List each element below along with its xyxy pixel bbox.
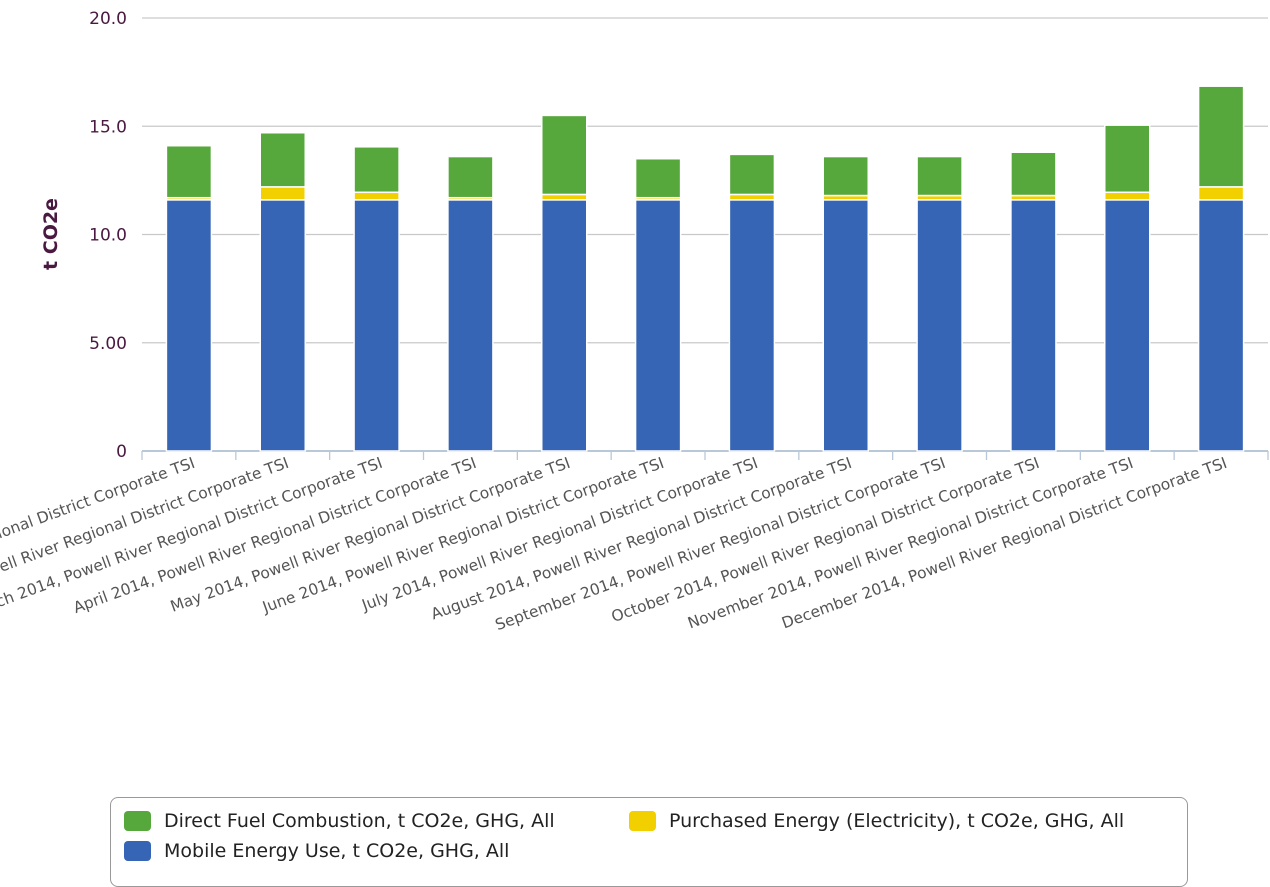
bar-segment[interactable]	[166, 146, 211, 198]
bar-segment[interactable]	[448, 157, 493, 198]
bar-segment[interactable]	[729, 200, 774, 451]
legend-item-purchased-energy[interactable]: Purchased Energy (Electricity), t CO2e, …	[629, 810, 1124, 832]
legend-label-purchased-energy: Purchased Energy (Electricity), t CO2e, …	[669, 810, 1124, 832]
legend-label-direct-fuel: Direct Fuel Combustion, t CO2e, GHG, All	[164, 810, 555, 832]
bar-segment[interactable]	[636, 159, 681, 198]
bar-segment[interactable]	[1105, 192, 1150, 200]
bar-segment[interactable]	[166, 200, 211, 451]
bar-segment[interactable]	[1011, 152, 1056, 195]
y-tick-label: 20.0	[89, 9, 127, 29]
bar-segment[interactable]	[260, 187, 305, 200]
bar-segment[interactable]	[354, 200, 399, 451]
bar-segment[interactable]	[729, 194, 774, 199]
bar-segment[interactable]	[354, 147, 399, 192]
legend-swatch-direct-fuel	[124, 811, 151, 831]
y-axis-label: t CO2e	[40, 198, 62, 270]
y-tick-label: 15.0	[89, 117, 127, 137]
bar-segment[interactable]	[260, 200, 305, 451]
bar-segment[interactable]	[542, 115, 587, 194]
legend-item-direct-fuel[interactable]: Direct Fuel Combustion, t CO2e, GHG, All	[124, 810, 555, 832]
y-tick-label: 10.0	[89, 226, 127, 246]
bar-segment[interactable]	[448, 200, 493, 451]
gridlines	[142, 18, 1268, 460]
legend-swatch-purchased-energy	[629, 811, 656, 831]
bar-segment[interactable]	[542, 200, 587, 451]
y-tick-labels: 0 5.00 10.0 15.0 20.0	[89, 9, 127, 462]
bar-segment[interactable]	[636, 200, 681, 451]
bar-segment[interactable]	[354, 192, 399, 200]
bar-segment[interactable]	[823, 157, 868, 196]
bar-segment[interactable]	[1105, 125, 1150, 192]
bar-segment[interactable]	[823, 200, 868, 451]
bars	[166, 86, 1243, 451]
legend-label-mobile-energy: Mobile Energy Use, t CO2e, GHG, All	[164, 840, 509, 862]
bar-segment[interactable]	[917, 157, 962, 196]
bar-segment[interactable]	[917, 200, 962, 451]
bar-segment[interactable]	[542, 194, 587, 199]
bar-segment[interactable]	[1199, 187, 1244, 200]
stacked-bar-chart: 0 5.00 10.0 15.0 20.0 January 2014, Powell R…	[0, 0, 1270, 800]
bar-segment[interactable]	[260, 133, 305, 187]
bar-segment[interactable]	[1199, 86, 1244, 187]
bar-segment[interactable]	[1199, 200, 1244, 451]
legend-swatch-mobile-energy	[124, 841, 151, 861]
y-tick-label: 5.00	[89, 334, 127, 354]
bar-segment[interactable]	[729, 154, 774, 194]
legend: Direct Fuel Combustion, t CO2e, GHG, All…	[110, 797, 1188, 887]
y-tick-label: 0	[116, 442, 127, 462]
legend-item-mobile-energy[interactable]: Mobile Energy Use, t CO2e, GHG, All	[124, 840, 509, 862]
bar-segment[interactable]	[1105, 200, 1150, 451]
bar-segment[interactable]	[1011, 200, 1056, 451]
x-tick-labels: January 2014, Powell River Regional Dist…	[0, 454, 1229, 634]
